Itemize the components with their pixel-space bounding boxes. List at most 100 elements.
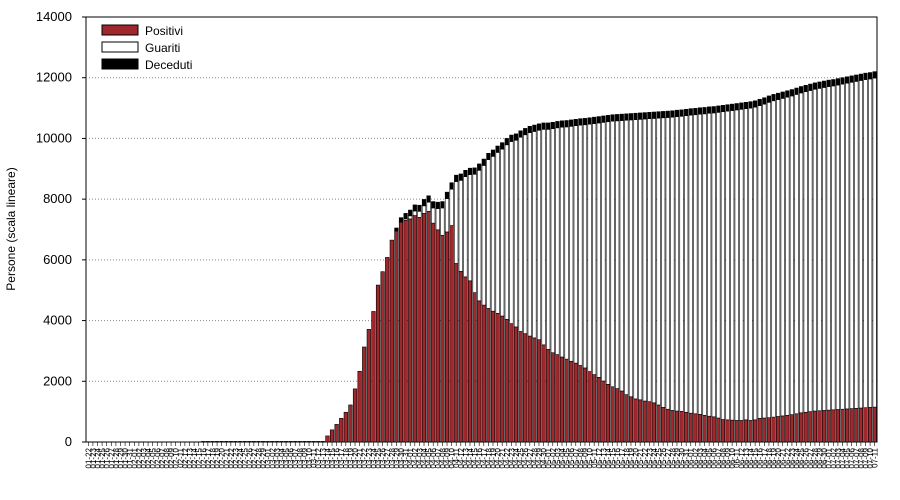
x-tick-label: 04-19: [489, 447, 498, 468]
x-tick-label: 03-22: [360, 447, 369, 468]
x-tick-label: 02-17: [204, 447, 213, 468]
bar-positivi: [366, 329, 371, 443]
x-tick-label: 01-29: [116, 447, 125, 468]
bar-guariti: [684, 115, 689, 413]
y-tick-label: 0: [65, 434, 72, 449]
x-tick-label: 06-27: [806, 447, 815, 468]
x-tick-label: 04-20: [494, 447, 503, 468]
bar-deceduti: [559, 120, 565, 128]
bar-positivi: [408, 218, 413, 443]
x-tick-label: 04-25: [517, 447, 526, 468]
bar-guariti: [444, 198, 450, 233]
bar-deceduti: [463, 170, 468, 177]
x-tick-label: 03-31: [402, 447, 411, 468]
bar-deceduti: [615, 114, 620, 122]
x-tick-label: 03-02: [268, 447, 277, 468]
bar-positivi: [587, 371, 592, 443]
bar-guariti: [481, 165, 486, 306]
bar-deceduti: [766, 95, 772, 103]
x-tick-label: 06-01: [687, 447, 696, 468]
bar-deceduti: [638, 112, 643, 120]
bar-deceduti: [780, 91, 785, 99]
x-tick-label: 07-05: [843, 447, 852, 468]
bar-positivi: [302, 441, 307, 443]
bar-deceduti: [730, 103, 735, 111]
bar-guariti: [587, 123, 592, 372]
bar-positivi: [743, 419, 749, 443]
bar-guariti: [789, 95, 795, 415]
bar-deceduti: [785, 90, 790, 98]
bar-deceduti: [817, 81, 822, 89]
bar-deceduti: [426, 195, 431, 203]
x-tick-label: 03-15: [328, 447, 337, 468]
bar-guariti: [615, 120, 620, 389]
bar-deceduti: [651, 111, 657, 119]
bar-guariti: [550, 128, 555, 354]
bar-positivi: [237, 441, 243, 443]
x-tick-label: 06-22: [783, 447, 792, 468]
bar-positivi: [734, 420, 739, 443]
bar-positivi: [789, 414, 795, 443]
x-tick-label: 06-06: [710, 447, 719, 468]
x-tick-label: 05-29: [673, 447, 682, 468]
x-tick-label: 06-10: [728, 447, 737, 468]
bar-positivi: [256, 441, 261, 443]
bar-positivi: [840, 408, 845, 443]
bar-positivi: [449, 225, 454, 443]
x-tick-label: 05-05: [563, 447, 572, 468]
bar-deceduti: [431, 201, 436, 209]
bar-deceduti: [688, 108, 693, 116]
x-tick-label: 04-28: [530, 447, 539, 468]
x-tick-label: 05-15: [609, 447, 618, 468]
bar-guariti: [490, 156, 496, 312]
bar-guariti: [500, 148, 505, 317]
bar-positivi: [762, 417, 767, 443]
bar-guariti: [569, 125, 574, 362]
x-tick-label: 01-31: [126, 447, 135, 468]
bar-deceduti: [656, 111, 661, 119]
bar-deceduti: [500, 142, 505, 150]
x-tick-label: 02-29: [259, 447, 268, 468]
x-tick-label: 03-01: [264, 447, 273, 468]
x-tick-label: 07-07: [852, 447, 861, 468]
bar-deceduti: [564, 120, 569, 128]
bar-deceduti: [835, 78, 841, 86]
bar-deceduti: [504, 138, 509, 146]
bar-deceduti: [440, 201, 445, 209]
x-tick-label: 03-05: [282, 447, 291, 468]
bar-positivi: [500, 315, 505, 443]
x-tick-label: 02-05: [149, 447, 158, 468]
bar-positivi: [316, 441, 321, 443]
bar-guariti: [596, 122, 601, 378]
bar-positivi: [311, 441, 316, 443]
bar-guariti: [743, 108, 749, 421]
bar-deceduti: [868, 72, 873, 80]
x-tick-label: 06-12: [737, 447, 746, 468]
bar-guariti: [592, 123, 597, 375]
x-axis-ticks: 01-2201-2301-2401-2501-2601-2701-2801-29…: [84, 442, 880, 468]
bar-deceduti: [642, 112, 647, 120]
bar-guariti: [426, 201, 431, 212]
bar-deceduti: [743, 102, 749, 109]
bar-deceduti: [826, 79, 831, 87]
legend-swatch: [101, 41, 139, 53]
bar-guariti: [835, 84, 841, 410]
bar-guariti: [794, 94, 799, 415]
bar-deceduti: [734, 103, 739, 111]
bar-deceduti: [799, 86, 804, 94]
bar-guariti: [720, 111, 726, 420]
x-tick-label: 04-05: [425, 447, 434, 468]
bar-positivi: [403, 220, 408, 443]
bar-positivi: [467, 280, 473, 443]
y-tick-label: 8000: [43, 191, 72, 206]
x-tick-label: 02-07: [158, 447, 167, 468]
bar-deceduti: [467, 167, 473, 175]
bar-positivi: [638, 399, 643, 443]
x-tick-label: 02-11: [176, 447, 185, 467]
bar-positivi: [670, 410, 675, 443]
x-tick-label: 01-28: [112, 447, 121, 468]
bar-deceduti: [523, 128, 528, 136]
bar-positivi: [651, 402, 657, 443]
